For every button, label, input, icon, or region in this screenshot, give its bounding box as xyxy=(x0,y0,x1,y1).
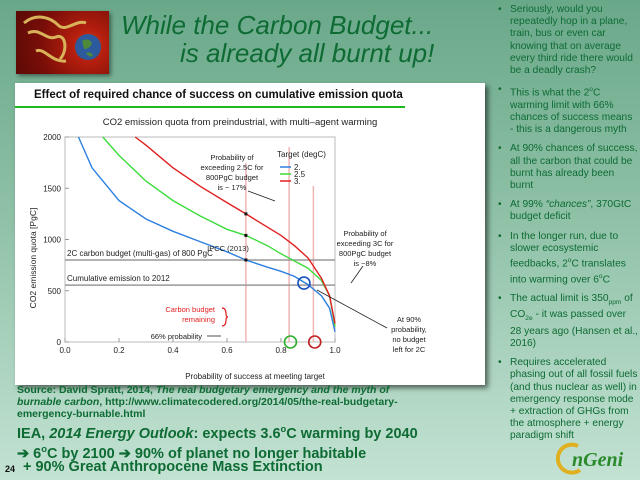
legend-title: Target (degC) xyxy=(277,150,326,159)
ngeni-logo: nGeni xyxy=(556,440,638,476)
iea-line1: IEA, 2014 Energy Outlook: expects 3.6oC … xyxy=(17,420,418,443)
x-tick-label: 0.0 xyxy=(59,346,71,355)
annotation-prob-3: Probability of xyxy=(343,229,387,238)
annotation-prob-25: is ~ 17% xyxy=(218,183,247,192)
y-tick-label: 1500 xyxy=(43,184,61,193)
x-tick-label: 1.0 xyxy=(329,346,341,355)
logo-text: nGeni xyxy=(572,449,624,471)
marker-066 xyxy=(244,233,248,237)
x-tick-label: 0.6 xyxy=(221,346,233,355)
annotation-prob-3: is ~8% xyxy=(354,259,377,268)
y-tick-label: 2000 xyxy=(43,133,61,142)
bullet-item: At 90% chances of success, all the carbo… xyxy=(498,143,638,192)
bullet-item: Seriously, would you repeatedly hop in a… xyxy=(498,4,638,77)
source-url-2[interactable]: emergency-burnable.html xyxy=(17,408,146,420)
bullet-item: In the longer run, due to slower ecosyst… xyxy=(498,231,638,287)
marker-066 xyxy=(244,212,248,216)
iea-text-b: C warming by 2040 xyxy=(286,425,418,442)
annotation-66-probability: 66% probability xyxy=(151,332,203,341)
annotation-ipcc: IPCC (2013) xyxy=(207,244,249,253)
highlight-circle-green xyxy=(283,335,298,349)
degree-symbol: o xyxy=(280,423,287,434)
iea-line3: + 90% Great Anthropocene Mass Extinction xyxy=(23,459,323,475)
x-tick-label: 0.2 xyxy=(113,346,125,355)
source-url[interactable]: , http://www.climatecodered.org/2014/05/… xyxy=(99,396,398,408)
y-tick-label: 0 xyxy=(57,338,62,347)
degree-symbol: o xyxy=(41,443,47,454)
arrow-at-90 xyxy=(316,289,388,329)
hline-label: Cumulative emission to 2012 xyxy=(67,274,170,283)
chart-title: CO2 emission quota from preindustrial, w… xyxy=(103,117,378,128)
annotation-prob-25: 800PgC budget xyxy=(206,173,259,182)
y-axis-label: CO2 emission quota [PgC] xyxy=(28,208,38,309)
bullet-item: This is what the 2oC warming limit with … xyxy=(498,84,638,136)
annotation-prob-3: exceeding 3C for xyxy=(337,239,394,248)
panel-title: Effect of required chance of success on … xyxy=(34,89,403,101)
logo-ring xyxy=(556,442,582,475)
slide-title-line2: is already all burnt up! xyxy=(180,38,435,68)
legend-label: 2.5 xyxy=(294,170,306,179)
annotation-at-90: no budget xyxy=(392,335,426,344)
iea-line2: ➔ 6oC by 2100 ➔ 90% of planet no longer … xyxy=(17,440,366,463)
iea-line2-a: ➔ 6 xyxy=(17,445,42,462)
iea-text-a: : expects 3.6 xyxy=(193,425,281,442)
x-tick-label: 0.4 xyxy=(167,346,179,355)
annotation-prob-25: exceeding 2.5C for xyxy=(201,163,264,172)
bullet-list: Seriously, would you repeatedly hop in a… xyxy=(498,4,638,450)
iea-line2-b: C by 2100 ➔ 90% of planet no longer habi… xyxy=(47,445,367,462)
arrow-prob-25 xyxy=(247,190,276,202)
plot-area xyxy=(64,136,336,343)
source-title-2: burnable carbon xyxy=(17,396,100,408)
annotation-at-90: At 90% xyxy=(397,315,422,324)
series-line-25 xyxy=(102,136,336,327)
iea-report: 2014 Energy Outlook xyxy=(49,425,194,442)
source-prefix: Source: David Spratt, 2014, xyxy=(17,384,156,396)
page-number: 24 xyxy=(5,464,16,474)
y-tick-label: 500 xyxy=(48,287,62,296)
bullet-item: The actual limit is 350ppm of CO2e - it … xyxy=(498,293,638,350)
bullet-item: Requires accelerated phasing out of all … xyxy=(498,357,638,442)
source-title-1: The real budgetary emergency and the myt… xyxy=(155,384,390,396)
annotation-prob-3: 800PgC budget xyxy=(339,249,392,258)
highlight-circle-blue xyxy=(297,276,311,290)
bullet-item: At 99% “chances”, 370GtC budget deficit xyxy=(498,199,638,223)
source-citation: Source: David Spratt, 2014, The real bud… xyxy=(17,384,487,420)
x-axis-label: Probability of success at meeting target xyxy=(185,372,325,381)
slide-title-line1: While the Carbon Budget... xyxy=(121,10,434,40)
series-line-3 xyxy=(134,136,336,324)
annotation-at-90: left for 2C xyxy=(393,345,426,354)
annotation-budget-remaining: Carbon budget xyxy=(165,305,216,314)
x-tick-label: 0.8 xyxy=(275,346,287,355)
dragon-earth-image xyxy=(16,11,109,74)
brace-icon xyxy=(221,307,229,327)
arrow-prob-3 xyxy=(350,265,364,284)
hline-label: 2C carbon budget (multi-gas) of 800 PgC xyxy=(67,249,213,258)
legend-label: 2. xyxy=(294,163,301,172)
marker-066 xyxy=(244,258,248,262)
dragon-shape xyxy=(23,15,87,63)
panel-underline xyxy=(15,106,405,108)
chart-panel: Effect of required chance of success on … xyxy=(15,83,485,385)
y-tick-label: 1000 xyxy=(43,236,61,245)
highlight-circle-red xyxy=(307,335,322,349)
emission-quota-chart: CO2 emission quota from preindustrial, w… xyxy=(28,117,427,381)
annotation-budget-remaining: remaining xyxy=(182,315,215,324)
annotation-at-90: probability, xyxy=(391,325,427,334)
iea-prefix: IEA, xyxy=(17,425,50,442)
annotation-prob-25: Probability of xyxy=(210,153,254,162)
legend-label: 3. xyxy=(294,177,301,186)
